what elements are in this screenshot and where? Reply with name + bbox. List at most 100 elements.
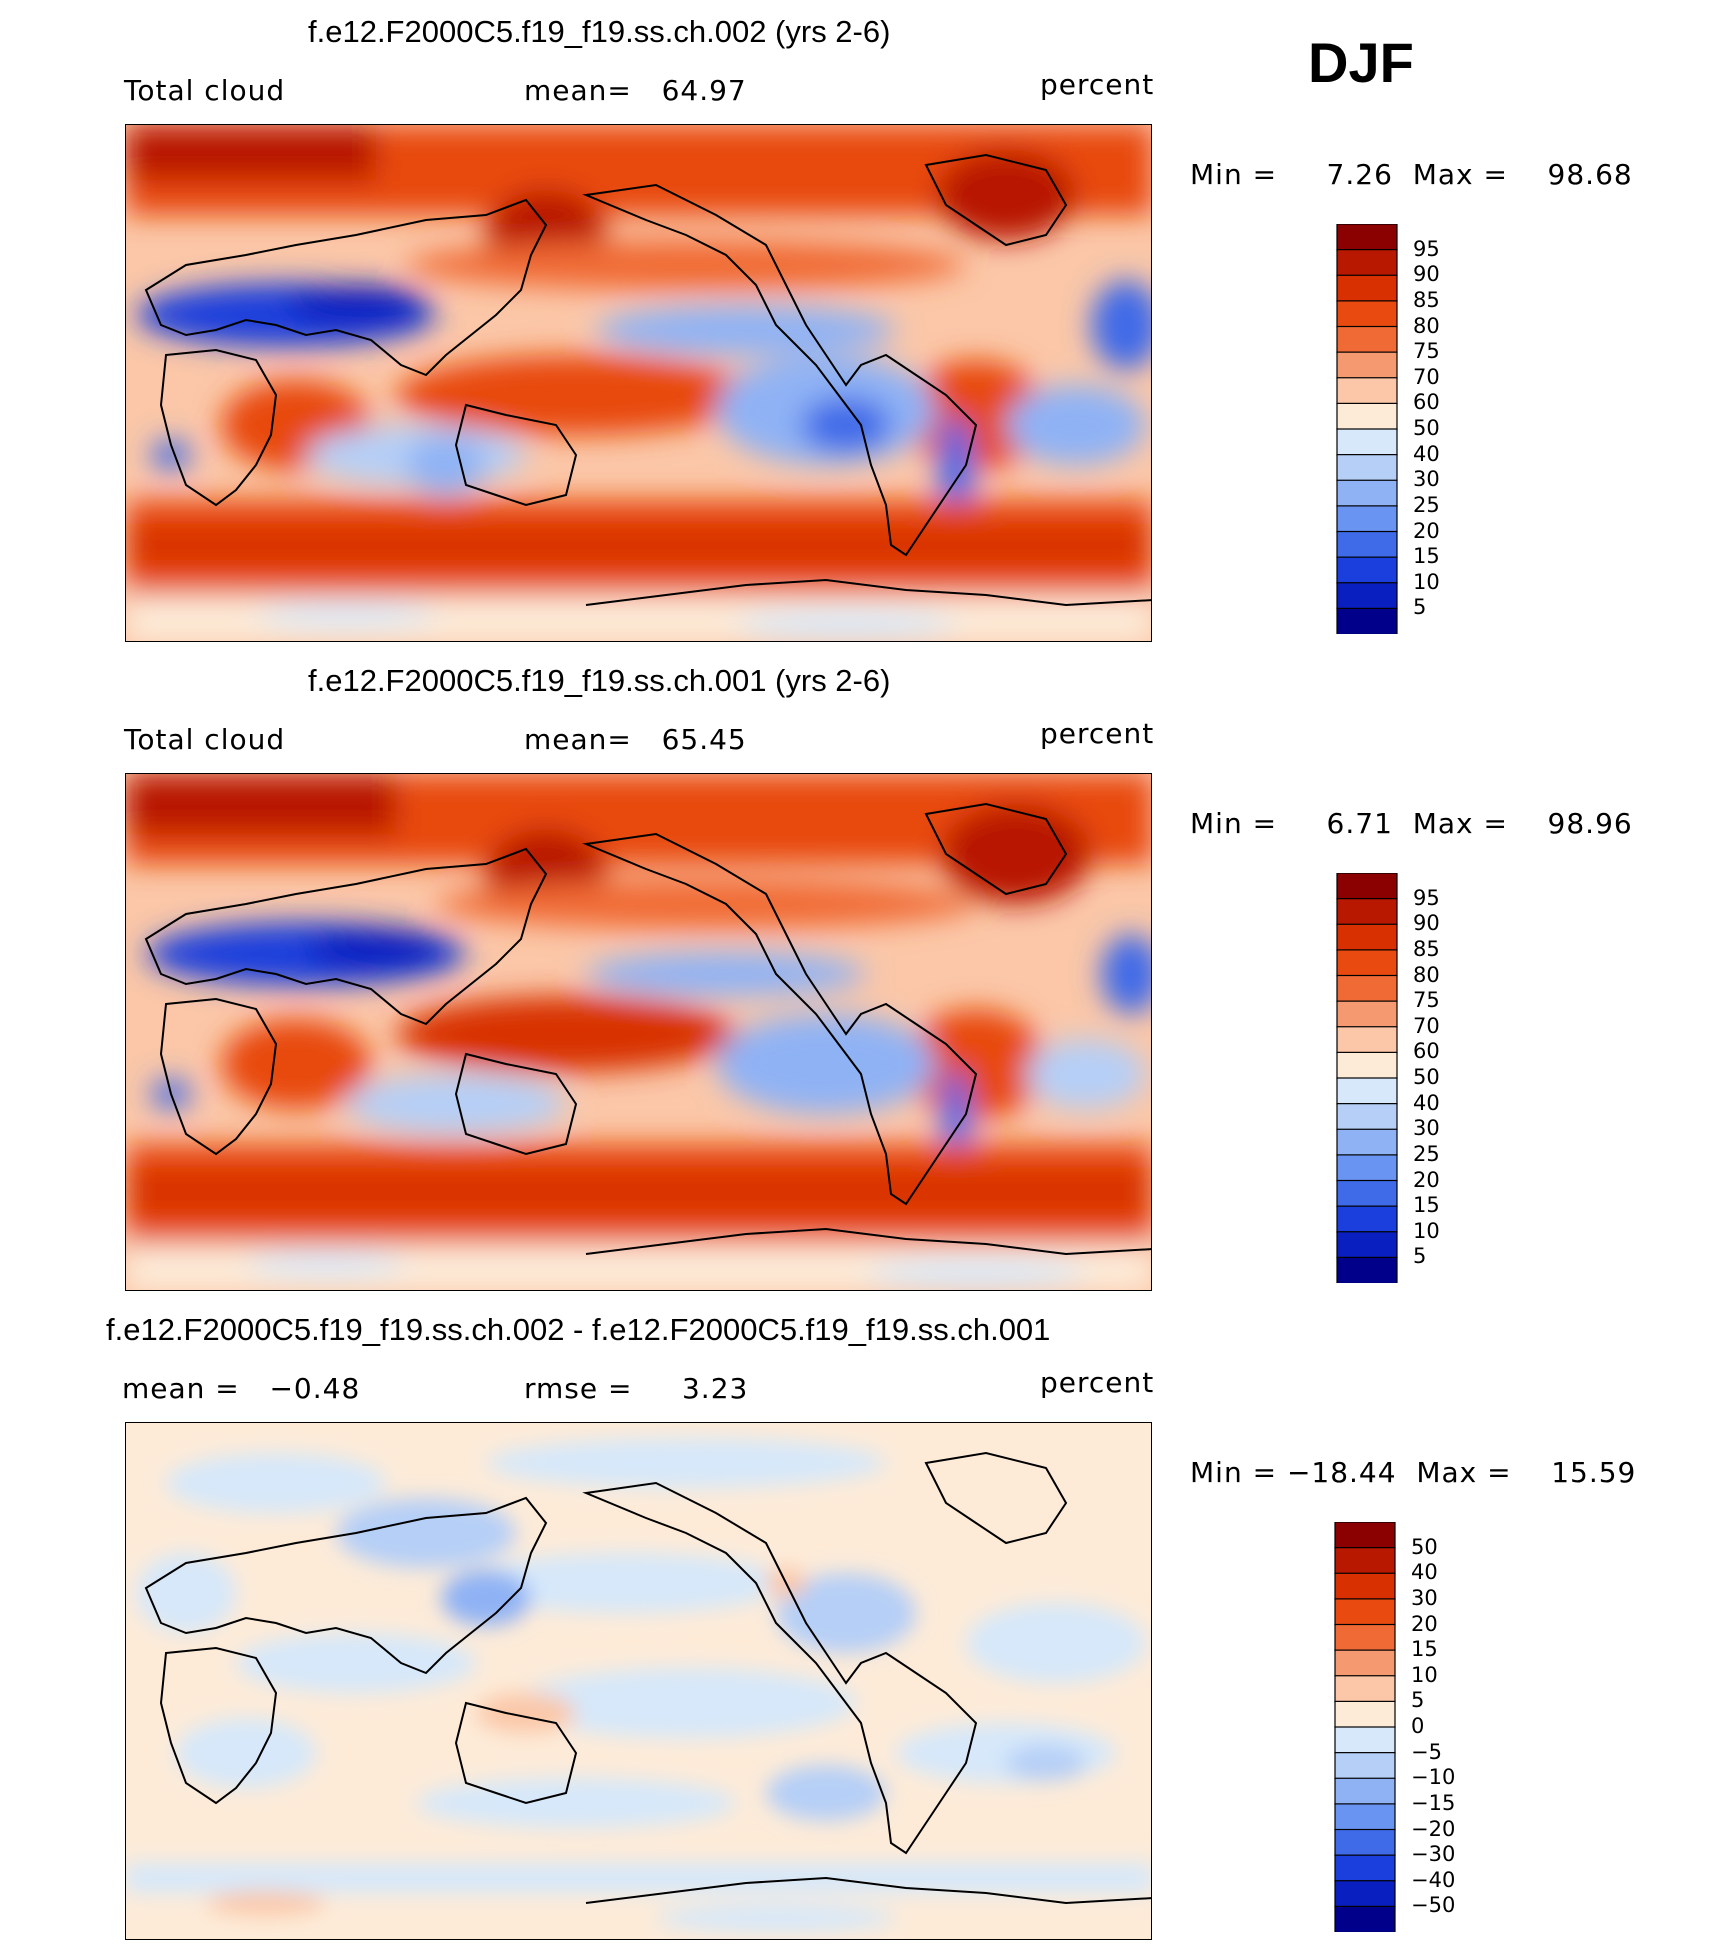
panel-1-map-svg [126, 125, 1151, 641]
colorbar-swatch [1336, 223, 1398, 251]
colorbar-label: 25 [1413, 1141, 1440, 1166]
panel-2-mean: mean= 65.45 [524, 723, 747, 756]
colorbar-label: −15 [1411, 1790, 1456, 1815]
colorbar-swatch [1336, 1154, 1398, 1182]
colorbar-swatch [1334, 1905, 1396, 1934]
panel-3-map-svg [126, 1423, 1151, 1939]
colorbar-label: 20 [1413, 1167, 1440, 1192]
colorbar-swatch [1334, 1777, 1396, 1805]
colorbar-swatch [1336, 530, 1398, 559]
colorbar-label: 75 [1413, 339, 1440, 364]
coastlines [144, 802, 1151, 1256]
colorbar-swatch [1336, 505, 1398, 533]
colorbar-label: 60 [1413, 390, 1440, 415]
panel-1-colorbar: 95 90 85 80 75 70 60 50 40 30 25 20 15 10 5 [1336, 223, 1536, 636]
colorbar-swatch [1334, 1521, 1396, 1549]
colorbar-label: 5 [1413, 1244, 1427, 1269]
panel-2-title: f.e12.F2000C5.f19_f19.ss.ch.001 (yrs 2-6… [308, 663, 891, 698]
colorbar-swatch [1336, 556, 1398, 584]
colorbar-label: 40 [1413, 441, 1440, 466]
colorbar-label: 5 [1411, 1688, 1425, 1713]
season-label: DJF [1308, 31, 1414, 94]
colorbar-swatch [1336, 974, 1398, 1003]
colorbar-swatch [1334, 1828, 1396, 1857]
colorbar-label: 70 [1413, 364, 1440, 389]
panel-1-map [125, 124, 1152, 642]
colorbar-swatch [1336, 582, 1398, 610]
panel-1-variable: Total cloud [124, 74, 286, 107]
colorbar-swatch [1336, 351, 1398, 379]
colorbar-label: −30 [1411, 1842, 1456, 1867]
colorbar-swatch [1334, 1675, 1396, 1703]
colorbar-swatch [1336, 923, 1398, 951]
panel-3-colorbar-swatches [1334, 1521, 1396, 1934]
colorbar-label: 15 [1411, 1637, 1438, 1662]
colorbar-label: −5 [1411, 1739, 1442, 1764]
colorbar-label: 30 [1413, 1116, 1440, 1141]
colorbar-swatch [1334, 1598, 1396, 1626]
colorbar-label: 85 [1413, 287, 1440, 312]
colorbar-label: 25 [1413, 492, 1440, 517]
colorbar-label: 85 [1413, 936, 1440, 961]
colorbar-label: 0 [1411, 1714, 1425, 1738]
colorbar-label: 90 [1413, 911, 1440, 936]
colorbar-swatch [1336, 1077, 1398, 1105]
colorbar-swatch [1336, 898, 1398, 926]
colorbar-label: 20 [1411, 1611, 1438, 1636]
colorbar-label: 40 [1413, 1090, 1440, 1115]
panel-2-minmax: Min = 6.71 Max = 98.96 [1190, 807, 1633, 840]
panel-1-mean: mean= 64.97 [524, 74, 747, 107]
colorbar-swatch [1336, 428, 1398, 456]
colorbar-swatch [1336, 1256, 1398, 1285]
colorbar-swatch [1336, 454, 1398, 482]
colorbar-label: −40 [1411, 1867, 1456, 1892]
panel-3-title: f.e12.F2000C5.f19_f19.ss.ch.002 - f.e12.… [106, 1312, 1051, 1347]
panel-2-map [125, 773, 1152, 1291]
colorbar-swatch [1334, 1649, 1396, 1677]
colorbar-label: 50 [1413, 416, 1440, 440]
colorbar-label: 10 [1413, 1218, 1440, 1243]
colorbar-swatch [1336, 872, 1398, 900]
colorbar-label: 30 [1413, 467, 1440, 492]
colorbar-label: 80 [1413, 962, 1440, 987]
colorbar-swatch [1334, 1700, 1396, 1729]
colorbar-label: 80 [1413, 313, 1440, 338]
colorbar-swatch [1336, 1179, 1398, 1208]
panel-3-colorbar: 50 40 30 20 15 10 5 0 −5 −10 −15 −20 −30 −40 −50 [1334, 1521, 1534, 1934]
colorbar-label: 95 [1413, 236, 1440, 261]
colorbar-label: 50 [1411, 1534, 1438, 1559]
panel-3-units: percent [1040, 1366, 1155, 1399]
colorbar-swatch [1334, 1854, 1396, 1882]
colorbar-swatch [1334, 1752, 1396, 1780]
colorbar-swatch [1336, 1205, 1398, 1233]
colorbar-swatch [1336, 1103, 1398, 1131]
colorbar-swatch [1334, 1880, 1396, 1908]
colorbar-swatch [1336, 274, 1398, 302]
panel-2-variable: Total cloud [124, 723, 286, 756]
coastlines [144, 1451, 1151, 1905]
colorbar-swatch [1336, 1000, 1398, 1028]
colorbar-label: 50 [1413, 1065, 1440, 1089]
colorbar-label: 20 [1413, 518, 1440, 543]
panel-1-colorbar-swatches [1336, 223, 1398, 636]
cloud-field [126, 125, 1151, 641]
colorbar-swatch [1336, 479, 1398, 507]
colorbar-label: 60 [1413, 1039, 1440, 1064]
panel-2-units: percent [1040, 717, 1155, 750]
panel-3-mean: mean = −0.48 [122, 1372, 361, 1405]
colorbar-swatch [1334, 1803, 1396, 1831]
colorbar-swatch [1336, 325, 1398, 354]
colorbar-swatch [1336, 1026, 1398, 1054]
diff-field [126, 1438, 1151, 1932]
colorbar-label: 70 [1413, 1013, 1440, 1038]
colorbar-swatch [1336, 607, 1398, 636]
colorbar-label: 5 [1413, 595, 1427, 620]
cloud-field [126, 774, 1151, 1290]
coastlines [144, 153, 1151, 607]
panel-1-minmax: Min = 7.26 Max = 98.68 [1190, 158, 1633, 191]
colorbar-swatch [1334, 1726, 1396, 1754]
colorbar-swatch [1336, 402, 1398, 431]
colorbar-swatch [1336, 249, 1398, 277]
panel-1-title: f.e12.F2000C5.f19_f19.ss.ch.002 (yrs 2-6… [308, 14, 891, 49]
panel-3-rmse: rmse = 3.23 [524, 1372, 749, 1405]
